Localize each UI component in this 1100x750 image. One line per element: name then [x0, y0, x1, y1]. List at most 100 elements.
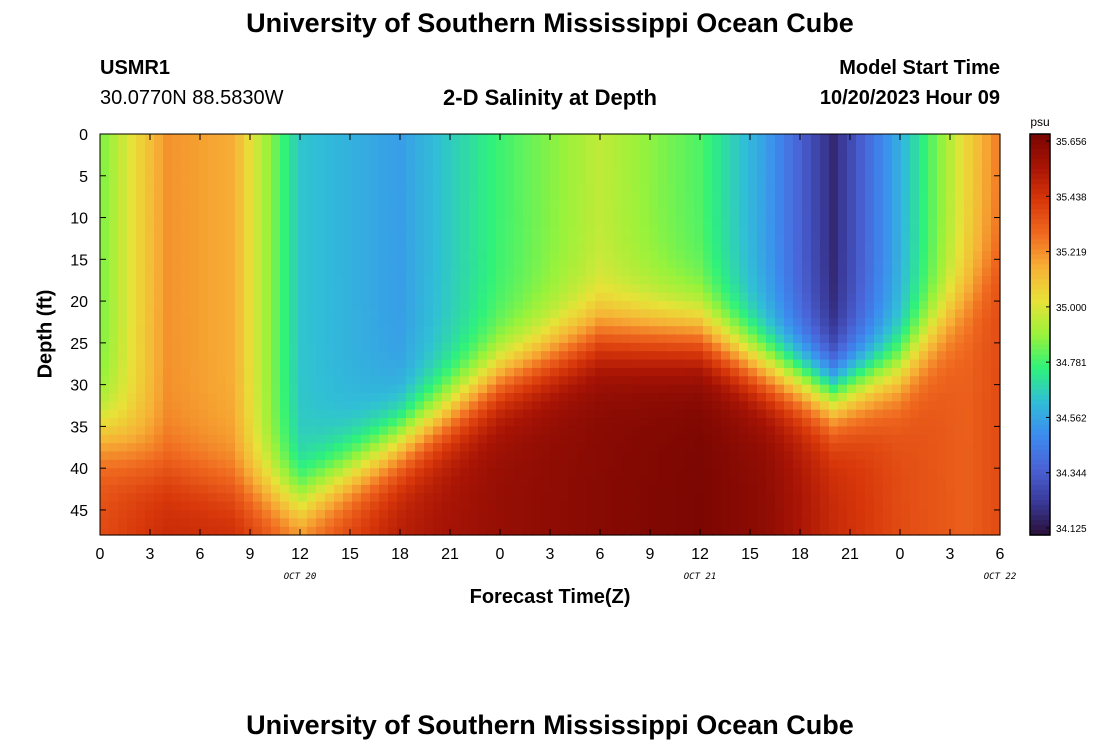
heatmap-cell — [991, 476, 1001, 486]
heatmap-cell — [505, 326, 515, 336]
heatmap-cell — [703, 376, 713, 386]
heatmap-cell — [757, 409, 767, 419]
heatmap-cell — [109, 184, 119, 194]
heatmap-cell — [622, 267, 632, 277]
heatmap-cell — [685, 509, 695, 519]
heatmap-cell — [766, 493, 776, 503]
heatmap-cell — [982, 359, 992, 369]
heatmap-cell — [415, 284, 425, 294]
colorbar-segment — [1030, 219, 1050, 225]
heatmap-cell — [325, 217, 335, 227]
heatmap-cell — [685, 134, 695, 143]
heatmap-cell — [829, 267, 839, 277]
heatmap-cell — [802, 526, 812, 536]
heatmap-cell — [874, 476, 884, 486]
heatmap-cell — [568, 159, 578, 169]
heatmap-cell — [334, 150, 344, 160]
heatmap-cell — [145, 167, 155, 177]
heatmap-cell — [685, 418, 695, 427]
heatmap-cell — [802, 225, 812, 235]
heatmap-cell — [289, 159, 299, 169]
heatmap-cell — [361, 526, 371, 536]
heatmap-cell — [451, 468, 461, 478]
heatmap-cell — [532, 443, 542, 453]
heatmap-cell — [775, 175, 785, 185]
heatmap-cell — [739, 175, 749, 185]
heatmap-cell — [154, 192, 164, 202]
heatmap-cell — [739, 134, 749, 143]
heatmap-cell — [109, 234, 119, 244]
heatmap-cell — [703, 150, 713, 160]
heatmap-cell — [208, 225, 218, 235]
heatmap-cell — [901, 409, 911, 419]
heatmap-cell — [838, 159, 848, 169]
heatmap-cell — [235, 451, 245, 461]
heatmap-cell — [334, 334, 344, 344]
heatmap-cell — [433, 426, 443, 436]
heatmap-cell — [775, 342, 785, 352]
heatmap-cell — [667, 501, 677, 511]
heatmap-cell — [982, 159, 992, 169]
heatmap-cell — [829, 209, 839, 219]
heatmap-cell — [361, 150, 371, 160]
heatmap-cell — [595, 276, 605, 285]
heatmap-cell — [514, 476, 524, 486]
heatmap-cell — [838, 476, 848, 486]
heatmap-cell — [307, 326, 317, 336]
heatmap-cell — [118, 317, 128, 327]
heatmap-cell — [280, 443, 290, 453]
heatmap-cell — [253, 443, 263, 453]
heatmap-cell — [505, 250, 515, 260]
heatmap-cell — [127, 342, 137, 352]
heatmap-cell — [694, 392, 704, 402]
heatmap-cell — [973, 267, 983, 277]
heatmap-cell — [280, 284, 290, 294]
heatmap-cell — [514, 301, 524, 311]
heatmap-cell — [991, 384, 1001, 394]
heatmap-cell — [793, 434, 803, 444]
heatmap-cell — [604, 134, 614, 143]
heatmap-cell — [424, 317, 434, 327]
heatmap-cell — [811, 184, 821, 194]
heatmap-cell — [136, 217, 146, 227]
heatmap-cell — [262, 468, 272, 478]
heatmap-cell — [190, 367, 200, 377]
heatmap-cell — [514, 234, 524, 244]
heatmap-cell — [685, 476, 695, 486]
heatmap-cell — [568, 493, 578, 503]
heatmap-cell — [280, 526, 290, 536]
heatmap-cell — [370, 276, 380, 285]
heatmap-cell — [559, 242, 569, 252]
heatmap-cell — [343, 434, 353, 444]
heatmap-cell — [496, 351, 506, 361]
heatmap-cell — [550, 276, 560, 285]
heatmap-cell — [757, 259, 767, 269]
heatmap-cell — [127, 401, 137, 411]
heatmap-cell — [505, 426, 515, 436]
heatmap-cell — [478, 342, 488, 352]
heatmap-cell — [424, 509, 434, 519]
heatmap-cell — [181, 401, 191, 411]
heatmap-cell — [118, 284, 128, 294]
heatmap-cell — [586, 484, 596, 494]
heatmap-cell — [100, 159, 110, 169]
heatmap-cell — [640, 284, 650, 294]
heatmap-cell — [550, 209, 560, 219]
heatmap-cell — [865, 276, 875, 285]
heatmap-cell — [901, 175, 911, 185]
heatmap-cell — [631, 276, 641, 285]
heatmap-cell — [784, 401, 794, 411]
heatmap-cell — [226, 493, 236, 503]
heatmap-cell — [496, 242, 506, 252]
heatmap-cell — [676, 509, 686, 519]
heatmap-cell — [397, 317, 407, 327]
heatmap-cell — [739, 384, 749, 394]
heatmap-cell — [766, 301, 776, 311]
heatmap-cell — [946, 159, 956, 169]
x-tick-label: 12 — [291, 546, 309, 563]
heatmap-cell — [388, 225, 398, 235]
heatmap-cell — [415, 409, 425, 419]
heatmap-cell — [568, 192, 578, 202]
heatmap-cell — [838, 501, 848, 511]
heatmap-cell — [721, 317, 731, 327]
